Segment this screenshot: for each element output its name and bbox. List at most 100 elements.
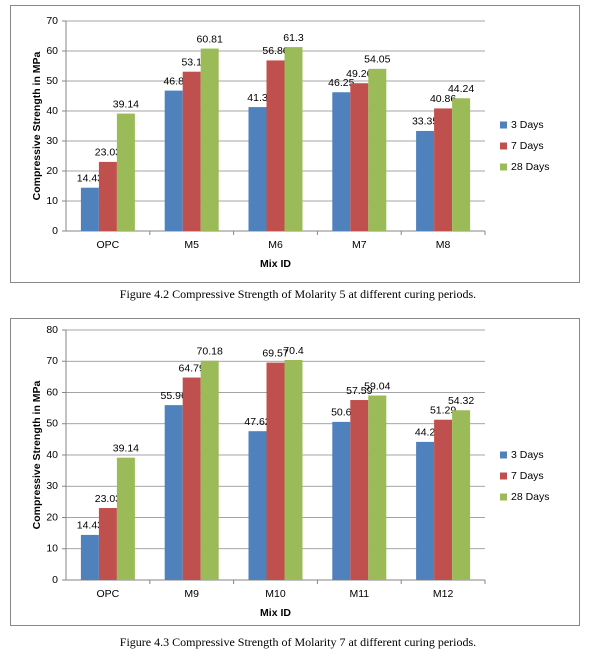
bar [182, 71, 201, 231]
bar [368, 395, 387, 580]
data-label: 53.1 [181, 56, 202, 68]
y-tick-label: 0 [52, 574, 58, 586]
bar [416, 130, 435, 231]
bar [182, 377, 201, 580]
bar [248, 107, 267, 231]
legend-label: 7 Days [511, 140, 544, 152]
bar [80, 534, 99, 580]
y-tick-label: 70 [46, 15, 58, 27]
y-tick-label: 10 [46, 543, 58, 555]
bar [248, 431, 267, 580]
data-label: 44.2 [415, 427, 436, 439]
bar [332, 92, 351, 231]
data-label: 51.29 [430, 405, 456, 417]
y-tick-label: 60 [46, 45, 58, 57]
bar [200, 360, 219, 580]
bar [164, 405, 183, 580]
data-label: 46.25 [328, 77, 354, 89]
data-label: 33.35 [412, 116, 438, 128]
y-tick-label: 0 [52, 225, 58, 237]
legend-swatch [500, 142, 507, 150]
bar [350, 400, 369, 580]
y-tick-label: 50 [46, 75, 58, 87]
x-tick-label: OPC [97, 239, 120, 251]
legend-label: 28 Days [511, 161, 550, 173]
data-label: 57.59 [346, 385, 372, 397]
bar [368, 68, 387, 231]
legend-label: 3 Days [511, 449, 544, 461]
bar [434, 419, 453, 580]
bar [416, 441, 435, 580]
y-tick-label: 10 [46, 195, 58, 207]
data-label: 70.4 [283, 345, 304, 357]
data-label: 54.05 [364, 54, 390, 66]
x-tick-label: M8 [436, 239, 451, 251]
bar [266, 362, 285, 580]
legend-label: 3 Days [511, 119, 544, 131]
data-label: 23.03 [95, 147, 121, 159]
caption: Figure 4.2 Compressive Strength of Molar… [120, 287, 476, 301]
legend-swatch [500, 451, 507, 459]
x-tick-label: M5 [184, 239, 199, 251]
bar [80, 187, 99, 231]
data-label: 39.14 [113, 442, 139, 454]
x-tick-label: OPC [97, 588, 120, 600]
y-tick-label: 20 [46, 511, 58, 523]
y-tick-label: 60 [46, 386, 58, 398]
y-axis-title: Compressive Strength in MPa [31, 380, 43, 529]
data-label: 61.3 [283, 32, 304, 44]
bar [434, 108, 453, 231]
caption: Figure 4.3 Compressive Strength of Molar… [120, 635, 476, 649]
bar [332, 421, 351, 580]
bar [116, 113, 135, 231]
y-tick-label: 50 [46, 418, 58, 430]
data-label: 41.3 [247, 92, 268, 104]
y-tick-label: 80 [46, 324, 58, 336]
legend-swatch [500, 493, 507, 501]
data-label: 49.26 [346, 68, 372, 80]
data-label: 14.43 [77, 520, 103, 532]
legend-swatch [500, 472, 507, 480]
bar [452, 98, 471, 231]
data-label: 23.03 [95, 493, 121, 505]
data-label: 60.81 [197, 33, 223, 45]
y-axis-title: Compressive Strength in MPa [31, 51, 43, 200]
data-label: 39.14 [113, 98, 139, 110]
legend-swatch [500, 163, 507, 171]
y-tick-label: 70 [46, 355, 58, 367]
bar [98, 508, 117, 580]
data-label: 14.43 [77, 172, 103, 184]
data-label: 46.8 [163, 75, 184, 87]
bar [452, 410, 471, 580]
x-tick-label: M7 [352, 239, 367, 251]
bar [200, 48, 219, 231]
data-label: 64.79 [179, 362, 205, 374]
data-label: 47.62 [244, 416, 270, 428]
bar [284, 360, 303, 580]
y-tick-label: 30 [46, 135, 58, 147]
x-axis-title: Mix ID [260, 607, 291, 619]
x-tick-label: M11 [349, 588, 369, 600]
data-label: 70.18 [197, 345, 223, 357]
y-tick-label: 30 [46, 480, 58, 492]
data-label: 55.96 [161, 390, 187, 402]
x-tick-label: M9 [184, 588, 199, 600]
x-tick-label: M10 [265, 588, 286, 600]
y-tick-label: 40 [46, 449, 58, 461]
data-label: 69.57 [262, 347, 288, 359]
data-label: 44.24 [448, 83, 474, 95]
y-tick-label: 40 [46, 105, 58, 117]
bar [350, 83, 369, 231]
data-label: 56.86 [262, 45, 288, 57]
data-label: 50.6 [331, 407, 352, 419]
x-tick-label: M6 [268, 239, 283, 251]
x-tick-label: M12 [433, 588, 454, 600]
legend-label: 7 Days [511, 470, 544, 482]
bar [98, 161, 117, 231]
bar [284, 47, 303, 231]
data-label: 54.32 [448, 395, 474, 407]
bar [266, 60, 285, 231]
y-tick-label: 20 [46, 165, 58, 177]
